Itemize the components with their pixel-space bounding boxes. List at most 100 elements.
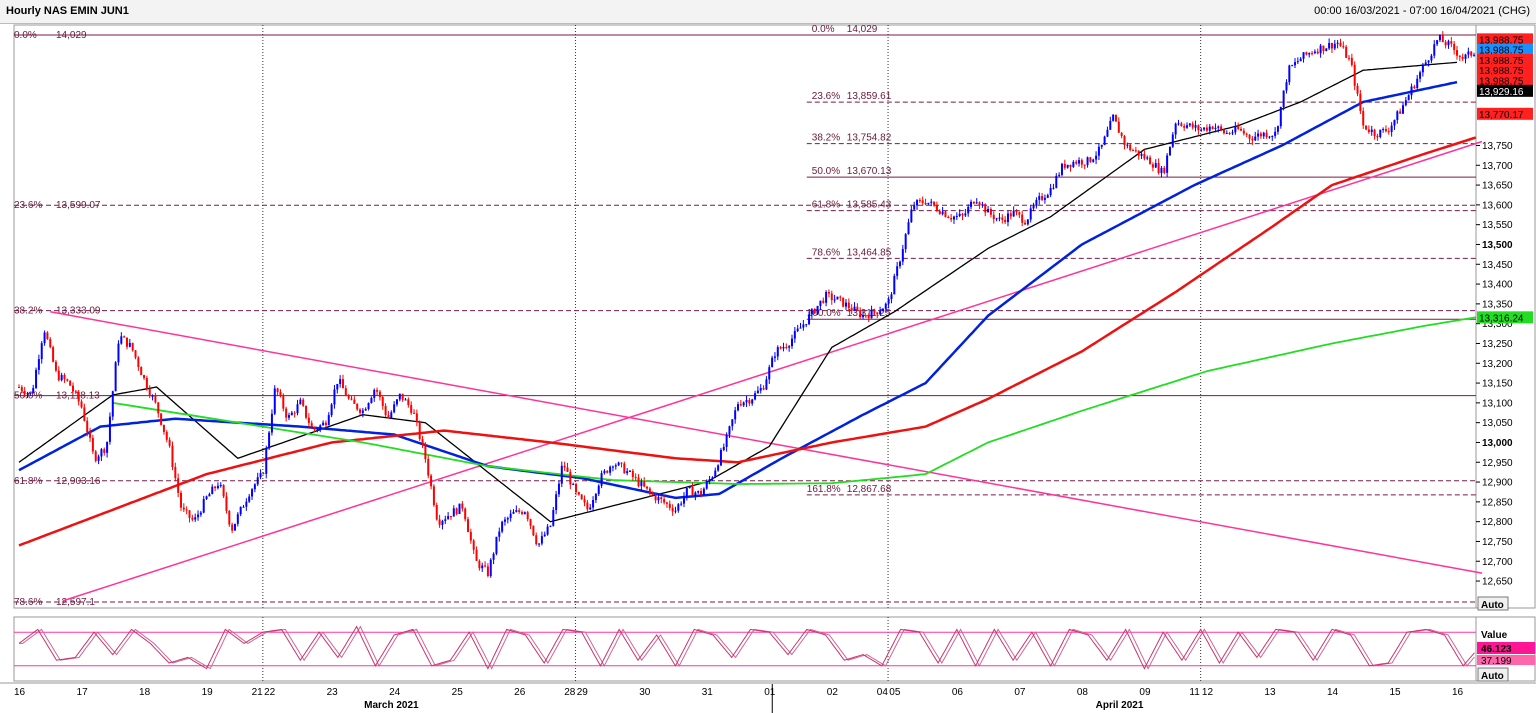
- candle-body: [685, 488, 688, 497]
- candle-body: [361, 410, 364, 413]
- candle-body: [793, 331, 796, 339]
- candle-body: [1163, 167, 1166, 173]
- candle-body: [1035, 199, 1038, 206]
- price-tag: [1477, 43, 1533, 56]
- candle-body: [1231, 132, 1234, 134]
- candle-body: [938, 210, 941, 215]
- candle-body: [432, 486, 435, 506]
- candle-body: [1319, 45, 1322, 54]
- candle-body: [316, 429, 319, 431]
- candle-body: [384, 406, 387, 416]
- candle-body: [1456, 50, 1458, 56]
- oscillator-auto-button[interactable]: [1477, 667, 1509, 682]
- candle-body: [708, 479, 711, 482]
- oscillator-value-tag: [1477, 642, 1535, 654]
- price-tag: [1477, 311, 1533, 324]
- candle-body: [60, 375, 63, 381]
- price-tick-label: 13,600: [1482, 200, 1513, 211]
- candle-body: [842, 297, 845, 307]
- candle-body: [1214, 127, 1217, 130]
- day-label: 11: [1189, 687, 1200, 698]
- candle-body: [165, 431, 168, 440]
- candle-body: [430, 475, 433, 487]
- fib-right-value: 13,859.61: [847, 91, 892, 102]
- candle-body: [1032, 205, 1035, 209]
- candle-body: [46, 332, 49, 340]
- candle-body: [1186, 125, 1189, 128]
- candle-body: [790, 338, 793, 347]
- candle-body: [742, 402, 745, 406]
- candle-body: [947, 216, 950, 219]
- candle-body: [907, 222, 910, 235]
- candle-body: [1154, 163, 1157, 168]
- candle-body: [1100, 144, 1103, 147]
- candle-body: [1441, 35, 1444, 43]
- candle-body: [836, 296, 839, 300]
- day-label: 23: [327, 687, 339, 698]
- candle-body: [1055, 175, 1058, 188]
- candle-body: [748, 400, 751, 404]
- candle-body: [691, 486, 694, 496]
- candle-body: [1453, 43, 1456, 51]
- candle-body: [185, 509, 188, 511]
- candle-body: [603, 470, 606, 474]
- candle-body: [509, 513, 512, 519]
- candle-body: [808, 314, 811, 325]
- day-label: 19: [202, 687, 214, 698]
- candle-body: [458, 503, 461, 514]
- candle-body: [40, 343, 43, 360]
- day-label: 30: [639, 687, 651, 698]
- candle-body: [981, 204, 984, 206]
- candle-body: [1123, 135, 1126, 145]
- candle-body: [1362, 110, 1365, 126]
- candle-body: [296, 404, 299, 414]
- candle-body: [827, 291, 830, 294]
- candle-body: [910, 209, 913, 223]
- candle-body: [1322, 45, 1325, 52]
- moving-average-black: [18, 61, 1458, 523]
- candle-body: [1353, 64, 1356, 86]
- candle-body: [168, 439, 171, 446]
- candle-body: [1168, 146, 1171, 156]
- candle-body: [1458, 55, 1461, 57]
- candle-body: [381, 397, 384, 407]
- candle-body: [700, 490, 703, 495]
- candle-body: [23, 391, 26, 395]
- candle-body: [822, 300, 825, 303]
- candle-body: [538, 543, 541, 545]
- price-tick-label: 12,800: [1482, 517, 1513, 528]
- candle-body: [262, 473, 265, 475]
- candle-body: [819, 300, 822, 306]
- candle-body: [734, 410, 737, 420]
- moving-average-green: [112, 316, 1476, 485]
- price-tick-label: 12,900: [1482, 478, 1513, 489]
- candle-body: [1132, 150, 1135, 152]
- candle-body: [1060, 163, 1063, 175]
- candle-body: [972, 201, 975, 204]
- candle-body: [1066, 164, 1069, 168]
- price-tick-label: 13,500: [1482, 240, 1513, 251]
- candle-body: [606, 470, 609, 473]
- candle-body: [1126, 144, 1129, 146]
- candle-body: [310, 423, 313, 428]
- auto-scale-button[interactable]: [1477, 596, 1509, 611]
- candle-body: [978, 202, 981, 206]
- day-label: 15: [1389, 687, 1401, 698]
- oscillator-panel: [13, 616, 1477, 682]
- fib-left-level: 61.8%: [14, 476, 42, 487]
- candle-body: [290, 412, 293, 416]
- candle-body: [376, 389, 379, 392]
- candle-body: [1078, 160, 1081, 164]
- candle-body: [1356, 85, 1359, 94]
- candle-body: [111, 391, 114, 417]
- candle-body: [637, 477, 640, 487]
- candle-body: [592, 500, 595, 508]
- candle-body: [597, 485, 600, 494]
- candle-body: [1404, 100, 1407, 106]
- candle-body: [1029, 208, 1032, 220]
- candle-body: [924, 202, 927, 205]
- candle-body: [1433, 44, 1436, 56]
- candle-body: [324, 422, 327, 426]
- candle-body: [773, 356, 776, 358]
